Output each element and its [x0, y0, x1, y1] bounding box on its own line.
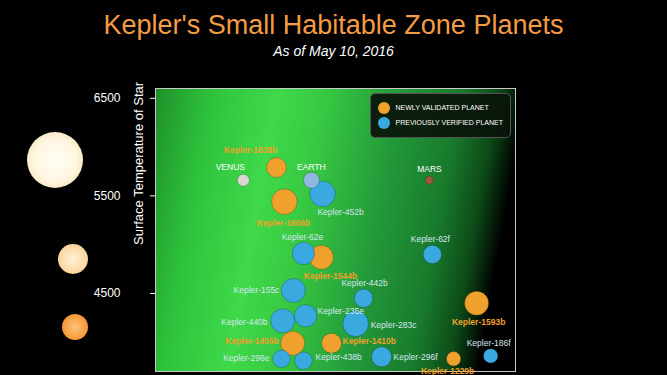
html-text:Kepler's Small Habitable Zone: Kepler's Small Habitable Zone Planets [103, 10, 564, 40]
svg-text:Kepler-186f: Kepler-186f [467, 338, 512, 348]
svg-text:Kepler-452b: Kepler-452b [317, 207, 364, 217]
svg-text:Kepler-155c: Kepler-155c [234, 285, 281, 295]
html-text:NEWLY VALIDATED PLANET: NEWLY VALIDATED PLANET [395, 104, 489, 111]
svg-text:5500: 5500 [94, 189, 121, 203]
svg-text:Kepler-440b: Kepler-440b [221, 317, 268, 327]
svg-text:Kepler-442b: Kepler-442b [341, 278, 388, 288]
svg-text:Kepler-1544b: Kepler-1544b [303, 271, 358, 281]
svg-text:Kepler-1606b: Kepler-1606b [257, 218, 310, 228]
svg-text:4500: 4500 [94, 286, 121, 300]
svg-text:Kepler-283c: Kepler-283c [371, 320, 418, 330]
html-text:PREVIOUSLY VERIFIED PLANET: PREVIOUSLY VERIFIED PLANET [395, 119, 503, 126]
html-text:As of May 10, 2016: As of May 10, 2016 [273, 43, 394, 59]
svg-text:EARTH: EARTH [297, 162, 326, 172]
svg-text:Kepler-296e: Kepler-296e [223, 353, 270, 363]
svg-text:6500: 6500 [94, 91, 121, 105]
svg-text:Kepler-235e: Kepler-235e [318, 306, 365, 316]
svg-text:Surface Temperature of Star: Surface Temperature of Star [131, 81, 146, 245]
svg-text:Kepler-1638b: Kepler-1638b [224, 145, 277, 155]
svg-text:Kepler-62e: Kepler-62e [282, 232, 324, 242]
svg-text:Kepler-296f: Kepler-296f [394, 352, 439, 362]
svg-text:Kepler-1229b: Kepler-1229b [421, 366, 474, 375]
svg-text:VENUS: VENUS [216, 162, 246, 172]
svg-text:Kepler-62f: Kepler-62f [411, 234, 451, 244]
svg-text:Kepler-1593b: Kepler-1593b [452, 317, 505, 327]
svg-text:Kepler-1410b: Kepler-1410b [343, 336, 396, 346]
svg-text:MARS: MARS [417, 164, 442, 174]
svg-text:Kepler-438b: Kepler-438b [315, 352, 362, 362]
svg-text:Kepler-1455b: Kepler-1455b [225, 336, 278, 346]
